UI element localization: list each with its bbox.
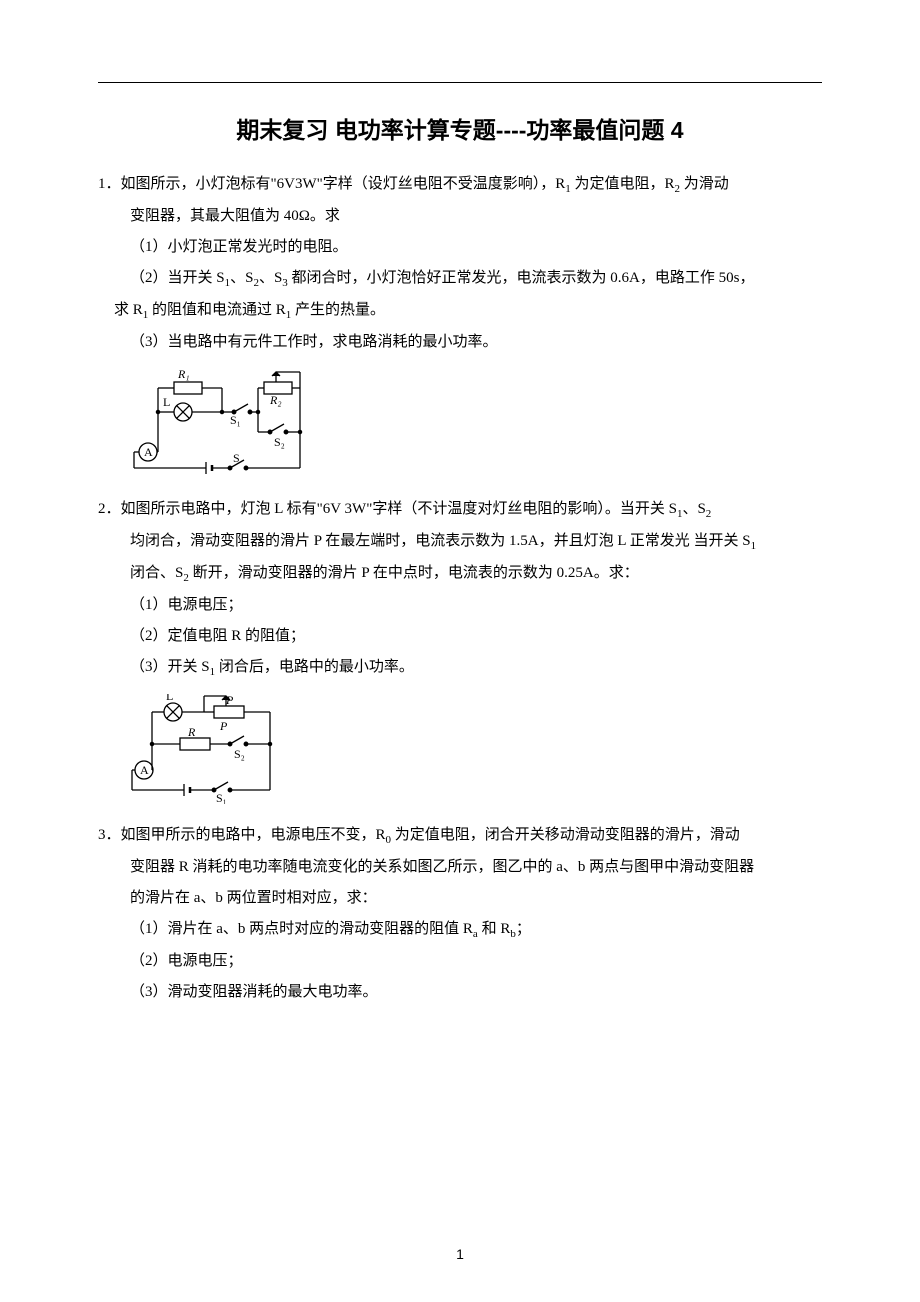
circuit-diagram-1: R₁ L S₁ — [130, 368, 822, 478]
problem-2-number: 2． — [98, 501, 121, 517]
p1-cont: 变阻器，其最大阻值为 40Ω。求 — [98, 201, 822, 232]
p3-cont2: 的滑片在 a、b 两位置时相对应，求： — [98, 883, 822, 914]
svg-text:S₂: S₂ — [274, 435, 285, 449]
p1-q2a: （2）当开关 S — [130, 270, 225, 286]
p3-stem1: 如图甲所示的电路中，电源电压不变，R — [121, 827, 386, 843]
page-title: 期末复习 电功率计算专题----功率最值问题 4 — [98, 111, 822, 145]
p3-q1a: （1）滑片在 a、b 两点时对应的滑动变阻器的阻值 R — [130, 921, 473, 937]
circuit-diagram-2: L P P R — [130, 694, 822, 804]
svg-text:P: P — [219, 719, 228, 733]
svg-text:L: L — [163, 395, 170, 409]
p2-cont1b: 当开关 S — [693, 533, 750, 549]
svg-text:S₁: S₁ — [216, 791, 227, 804]
svg-text:S₁: S₁ — [230, 413, 241, 427]
p3-q2: （2）电源电压； — [98, 946, 822, 977]
svg-text:P: P — [225, 694, 234, 707]
p3-q3: （3）滑动变阻器消耗的最大电功率。 — [98, 977, 822, 1008]
p1-q3: （3）当电路中有元件工作时，求电路消耗的最小功率。 — [98, 327, 822, 358]
p1-q2e: 求 R — [114, 302, 143, 318]
problem-3: 3．如图甲所示的电路中，电源电压不变，R0 为定值电阻，闭合开关移动滑动变阻器的… — [98, 820, 822, 1009]
p2-stem2: 、S — [682, 501, 705, 517]
p1-q2c: 、S — [259, 270, 282, 286]
p2-sub2: 2 — [706, 508, 712, 520]
problem-3-number: 3． — [98, 827, 121, 843]
svg-text:L: L — [166, 694, 173, 703]
p1-stem2: 为定值电阻，R — [571, 176, 675, 192]
p2-q1: （1）电源电压； — [98, 590, 822, 621]
p1-q2d: 都闭合时，小灯泡恰好正常发光，电流表示数为 0.6A，电路工作 50s， — [288, 270, 755, 286]
p3-cont1: 变阻器 R 消耗的电功率随电流变化的关系如图乙所示，图乙中的 a、b 两点与图甲… — [98, 852, 822, 883]
p3-q1c: ； — [516, 921, 531, 937]
page-number: 1 — [0, 1246, 920, 1262]
p1-q2g: 产生的热量。 — [291, 302, 385, 318]
svg-text:R: R — [187, 725, 196, 739]
p3-q1b: 和 R — [478, 921, 511, 937]
p3-stem2: 为定值电阻，闭合开关移动滑动变阻器的滑片，滑动 — [391, 827, 740, 843]
svg-text:S₂: S₂ — [234, 747, 245, 761]
problem-2: 2．如图所示电路中，灯泡 L 标有"6V 3W"字样（不计温度对灯丝电阻的影响）… — [98, 494, 822, 804]
p2-q2: （2）定值电阻 R 的阻值； — [98, 621, 822, 652]
p1-stem3: 为滑动 — [680, 176, 729, 192]
p1-q1: （1）小灯泡正常发光时的电阻。 — [98, 232, 822, 263]
p2-cont2a: 闭合、S — [130, 565, 183, 581]
top-divider — [98, 82, 822, 83]
p1-q2f: 的阻值和电流通过 R — [148, 302, 286, 318]
p2-cont1a: 均闭合，滑动变阻器的滑片 P 在最左端时，电流表示数为 1.5A，并且灯泡 L … — [130, 533, 690, 549]
svg-text:A: A — [144, 445, 153, 459]
svg-text:R₁: R₁ — [177, 368, 190, 381]
p1-stem1: 如图所示，小灯泡标有"6V3W"字样（设灯丝电阻不受温度影响），R — [121, 176, 566, 192]
p1-q2b: 、S — [230, 270, 253, 286]
p2-cs1: 1 — [751, 540, 757, 552]
problem-1: 1．如图所示，小灯泡标有"6V3W"字样（设灯丝电阻不受温度影响），R1 为定值… — [98, 169, 822, 478]
p2-stem1: 如图所示电路中，灯泡 L 标有"6V 3W"字样（不计温度对灯丝电阻的影响）。当… — [121, 501, 677, 517]
p2-q3a: （3）开关 S — [130, 659, 210, 675]
problem-1-number: 1． — [98, 176, 121, 192]
p2-cont2b: 断开，滑动变阻器的滑片 P 在中点时，电流表的示数为 0.25A。求： — [189, 565, 639, 581]
svg-text:R₂: R₂ — [269, 393, 282, 407]
svg-text:S: S — [233, 451, 240, 465]
p2-q3b: 闭合后，电路中的最小功率。 — [215, 659, 414, 675]
svg-text:A: A — [140, 763, 149, 777]
